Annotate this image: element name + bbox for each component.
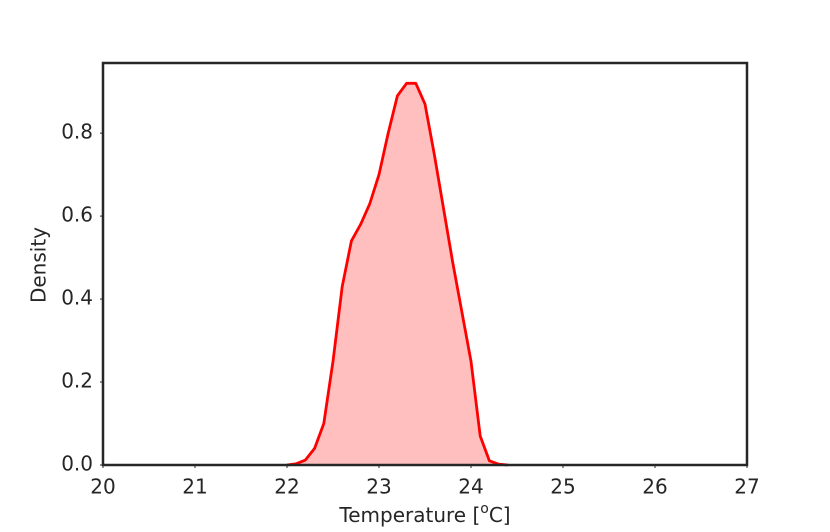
y-tick-label: 0.2 bbox=[61, 369, 93, 393]
x-tick-label: 25 bbox=[550, 475, 575, 499]
y-tick-label: 0.0 bbox=[61, 452, 93, 476]
y-tick-label: 0.6 bbox=[61, 203, 93, 227]
x-axis-label-part: o bbox=[480, 501, 489, 517]
x-tick-label: 27 bbox=[734, 475, 759, 499]
y-axis-label: Density bbox=[27, 227, 51, 303]
x-axis-label-part: Temperature [ bbox=[338, 503, 480, 527]
x-tick-label: 23 bbox=[366, 475, 391, 499]
x-tick-label: 26 bbox=[642, 475, 667, 499]
x-tick-label: 21 bbox=[182, 475, 207, 499]
y-tick-label: 0.4 bbox=[61, 286, 93, 310]
x-tick-label: 22 bbox=[274, 475, 299, 499]
area-fill bbox=[287, 83, 508, 465]
y-tick-label: 0.8 bbox=[61, 120, 93, 144]
plot-frame bbox=[101, 61, 749, 467]
density-line bbox=[286, 81, 508, 467]
x-tick-label: 20 bbox=[90, 475, 115, 499]
x-axis-label-part: C] bbox=[489, 503, 511, 527]
x-tick-label: 24 bbox=[458, 475, 483, 499]
x-axis-label: Temperature [oC] bbox=[338, 501, 510, 527]
